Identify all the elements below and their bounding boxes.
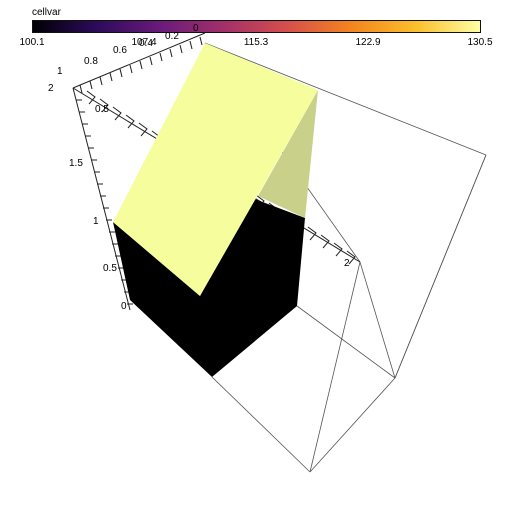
mesh-side-face[interactable] bbox=[258, 90, 318, 218]
horizontal-axis-label: 2 bbox=[344, 258, 350, 269]
horizontal-axis-labels: 0.5 2 bbox=[95, 104, 350, 269]
horizontal-axis-label: 0.5 bbox=[95, 104, 109, 115]
vertical-axis-labels: 0 0.5 1 1.5 2 bbox=[48, 83, 127, 312]
mesh-dark-region[interactable] bbox=[113, 198, 305, 377]
depth-axis-ticks bbox=[79, 36, 203, 94]
mesh-top-face[interactable] bbox=[113, 43, 318, 296]
vertical-axis-label: 1 bbox=[93, 216, 99, 227]
colorbar-tick: 107.4 bbox=[131, 37, 157, 48]
depth-axis-label: 1 bbox=[57, 66, 63, 77]
colorbar-tick: 130.5 bbox=[467, 37, 493, 48]
depth-axis-label: 0.8 bbox=[84, 56, 98, 67]
depth-axis-label: 0.4 bbox=[139, 38, 153, 49]
depth-axis-label: 0.2 bbox=[165, 31, 179, 42]
colorbar-tick: 122.9 bbox=[355, 37, 381, 48]
depth-axis-label: 0 bbox=[193, 23, 199, 34]
depth-axis-labels: 0 0.2 0.4 0.6 0.8 1 bbox=[57, 23, 199, 77]
vertical-axis-label: 1.5 bbox=[69, 158, 83, 169]
colorbar bbox=[32, 20, 481, 33]
vertical-axis-label: 0 bbox=[121, 301, 127, 312]
vertical-axis-label: 0.5 bbox=[103, 263, 117, 274]
colorbar-tick: 100.1 bbox=[19, 37, 45, 48]
vertical-axis-label: 2 bbox=[48, 83, 54, 94]
mesh-solid[interactable] bbox=[113, 43, 318, 377]
depth-axis-label: 0.6 bbox=[113, 45, 127, 56]
colorbar-title: cellvar bbox=[32, 7, 61, 18]
colorbar-tick: 115.3 bbox=[243, 37, 269, 48]
